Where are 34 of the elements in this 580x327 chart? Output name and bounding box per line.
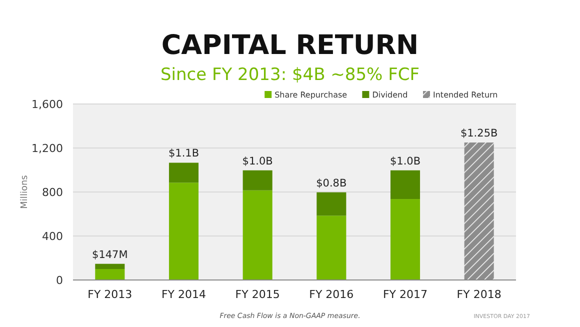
x-tick-label: FY 2018 <box>456 288 502 301</box>
total-label: $147M <box>92 248 128 261</box>
bar <box>168 162 199 183</box>
total-label: $1.1B <box>168 148 200 160</box>
y-axis-title: Millions <box>20 174 30 209</box>
y-tick-label: 1,200 <box>32 142 63 155</box>
x-tick-label: FY 2013 <box>88 288 132 301</box>
bar <box>242 170 272 190</box>
x-tick-label: FY 2014 <box>161 288 206 301</box>
x-tick-label: FY 2017 <box>382 288 428 301</box>
bar <box>464 142 494 280</box>
legend-label: Share Repurchase <box>274 90 348 100</box>
y-tick-label: 0 <box>56 274 63 287</box>
bar <box>390 170 420 200</box>
x-tick-label: FY 2016 <box>309 288 354 301</box>
bar <box>390 199 420 280</box>
total-label: $0.8B <box>316 177 347 190</box>
y-tick-label: 1,600 <box>32 98 63 111</box>
total-label: $1.25B <box>460 128 498 140</box>
bar <box>168 182 199 280</box>
bar <box>242 190 272 280</box>
legend-label: Dividend <box>372 90 408 100</box>
y-tick-label: 400 <box>42 230 63 243</box>
legend-label: Intended Return <box>433 90 498 100</box>
bar <box>95 264 125 269</box>
x-tick-label: FY 2015 <box>235 288 280 301</box>
total-label: $1.0B <box>242 155 273 168</box>
total-label: $1.0B <box>390 155 421 168</box>
bar <box>316 216 346 280</box>
bar <box>316 192 346 216</box>
bar <box>95 269 125 280</box>
chart-title: CAPITAL RETURN <box>161 30 419 61</box>
y-tick-label: 800 <box>42 186 63 199</box>
chart-subtitle: Since FY 2013: $4B ~85% FCF <box>160 65 420 85</box>
